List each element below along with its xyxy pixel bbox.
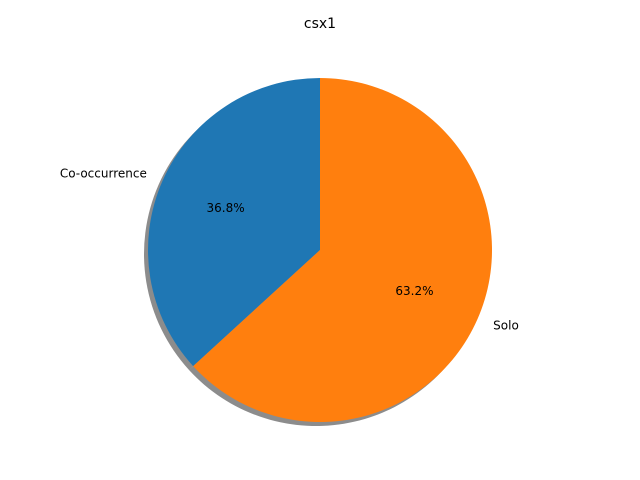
pie-labels: Co-occurrence 36.8% Solo 63.2% xyxy=(60,166,519,332)
slice-label: Co-occurrence xyxy=(60,166,147,180)
chart-title: csx1 xyxy=(304,16,336,32)
pie-slice-solo xyxy=(193,78,492,422)
slice-percent-label: 63.2% xyxy=(395,284,433,298)
slice-percent-label: 36.8% xyxy=(206,201,244,215)
slice-label: Solo xyxy=(493,319,519,333)
pie-slice-co-occurrence xyxy=(147,78,320,367)
pie-slices xyxy=(147,78,492,422)
